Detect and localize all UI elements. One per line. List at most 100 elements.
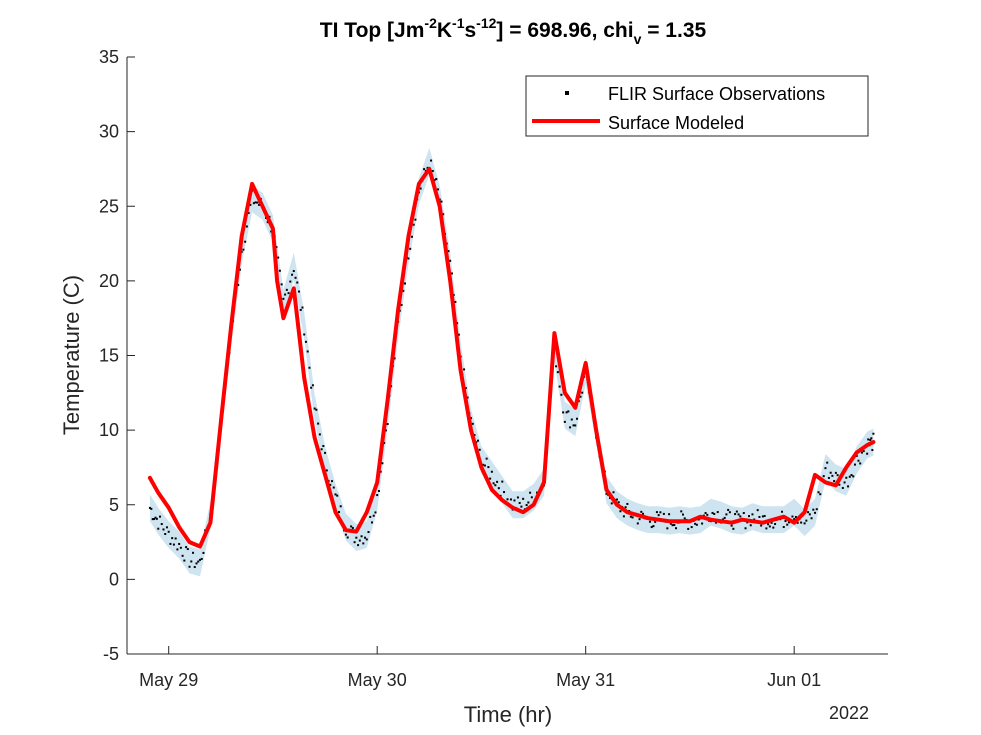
- observation-point: [527, 501, 530, 504]
- observation-point: [351, 526, 354, 529]
- observation-point: [379, 470, 382, 473]
- observation-point: [730, 524, 733, 527]
- observation-point: [687, 527, 690, 530]
- observation-point: [164, 532, 167, 535]
- observation-point: [675, 527, 678, 530]
- observation-point: [737, 513, 740, 516]
- observation-point: [701, 522, 704, 525]
- legend-label-observations: FLIR Surface Observations: [608, 84, 825, 104]
- observation-point: [423, 168, 426, 171]
- observation-point: [318, 433, 321, 436]
- observation-point: [694, 522, 697, 525]
- observation-point: [706, 513, 709, 516]
- observation-point: [193, 566, 196, 569]
- observation-point: [763, 514, 766, 517]
- observation-point: [751, 513, 754, 516]
- observation-point: [198, 558, 201, 561]
- observation-point: [298, 290, 301, 293]
- observation-point: [476, 439, 479, 442]
- observation-point: [681, 513, 684, 516]
- year-label: 2022: [829, 703, 869, 723]
- observation-point: [176, 548, 179, 551]
- x-tick-label: Jun 01: [767, 670, 821, 690]
- observation-point: [275, 246, 278, 249]
- observation-point: [162, 528, 165, 531]
- observation-point: [291, 273, 294, 276]
- observation-point: [841, 486, 844, 489]
- observation-point: [433, 179, 436, 182]
- legend-label-modeled: Surface Modeled: [608, 113, 744, 133]
- observation-point: [619, 510, 622, 513]
- observation-point: [377, 490, 380, 493]
- observation-point: [617, 501, 620, 504]
- observation-point: [310, 386, 313, 389]
- observation-point: [174, 537, 177, 540]
- observation-point: [407, 257, 410, 260]
- observation-point: [562, 411, 565, 414]
- observation-point: [847, 485, 850, 488]
- observation-point: [247, 211, 250, 214]
- observation-point: [313, 407, 316, 410]
- observation-point: [325, 469, 328, 472]
- observation-point: [648, 520, 651, 523]
- observation-point: [758, 515, 761, 518]
- observation-point: [153, 518, 156, 521]
- observation-point: [749, 524, 752, 527]
- observation-point: [188, 565, 191, 568]
- observation-point: [249, 203, 252, 206]
- observation-point: [629, 515, 632, 518]
- observation-point: [612, 491, 615, 494]
- observation-point: [490, 470, 493, 473]
- observation-point: [655, 511, 658, 514]
- y-tick-label: 15: [99, 346, 119, 366]
- legend-marker-observations: [565, 91, 569, 95]
- observation-point: [866, 452, 869, 455]
- observation-point: [829, 471, 832, 474]
- observation-point: [287, 292, 290, 295]
- observation-point: [306, 350, 309, 353]
- observation-point: [728, 511, 731, 514]
- observation-point: [812, 508, 815, 511]
- observation-point: [714, 521, 717, 524]
- observation-point: [494, 484, 497, 487]
- observation-point: [862, 450, 865, 453]
- observation-point: [704, 512, 707, 515]
- observation-point: [258, 203, 261, 206]
- observation-point: [292, 270, 295, 273]
- x-tick-label: May 30: [348, 670, 407, 690]
- observation-point: [409, 247, 412, 250]
- observation-point: [419, 187, 422, 190]
- observation-point: [497, 487, 500, 490]
- observation-point: [760, 524, 763, 527]
- x-axis-label: Time (hr): [464, 702, 552, 727]
- observation-point: [355, 536, 358, 539]
- y-tick-label: 30: [99, 122, 119, 142]
- observation-point: [202, 551, 205, 554]
- observation-point: [826, 461, 829, 464]
- observation-point: [151, 518, 154, 521]
- observation-point: [626, 502, 629, 505]
- observation-point: [414, 218, 417, 221]
- observation-point: [853, 463, 856, 466]
- observation-point: [186, 548, 189, 551]
- observation-point: [803, 522, 806, 525]
- observation-point: [782, 526, 785, 529]
- observation-point: [787, 521, 790, 524]
- observation-point: [381, 462, 384, 465]
- observation-point: [739, 515, 742, 518]
- observation-point: [768, 525, 771, 528]
- legend-box: [525, 75, 869, 137]
- observation-point: [822, 475, 825, 478]
- observation-point: [367, 531, 370, 534]
- observation-point: [301, 306, 304, 309]
- observation-point: [716, 511, 719, 514]
- observation-point: [386, 423, 389, 426]
- observation-point: [172, 543, 175, 546]
- observation-point: [154, 516, 157, 519]
- observation-point: [285, 288, 288, 291]
- observation-point: [560, 393, 563, 396]
- observation-point: [320, 448, 323, 451]
- observation-point: [464, 387, 467, 390]
- observation-point: [165, 526, 168, 529]
- observation-point: [765, 527, 768, 530]
